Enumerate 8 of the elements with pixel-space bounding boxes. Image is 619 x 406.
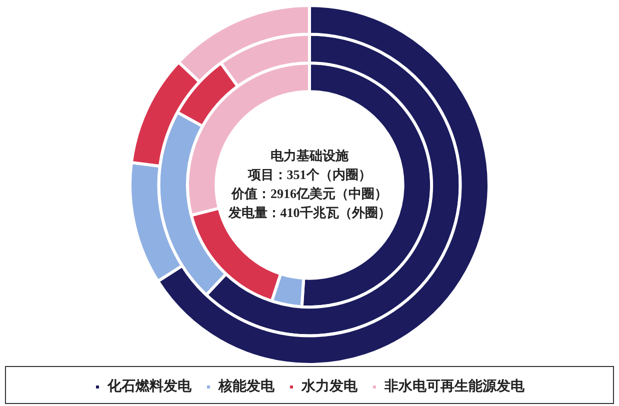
legend-label: 水力发电 <box>300 378 358 395</box>
legend-label: 非水电可再生能源发电 <box>384 378 526 395</box>
legend-label: 核能发电 <box>218 378 276 395</box>
text: 电力基础设施 <box>270 148 350 163</box>
legend-label: 化石燃料发电 <box>106 378 192 395</box>
text: 项目：351个（内圈） <box>246 166 372 182</box>
text: 发电量：410千兆瓦（外圈） <box>227 204 391 220</box>
text: 价值：2916亿美元（中圈） <box>230 186 388 201</box>
